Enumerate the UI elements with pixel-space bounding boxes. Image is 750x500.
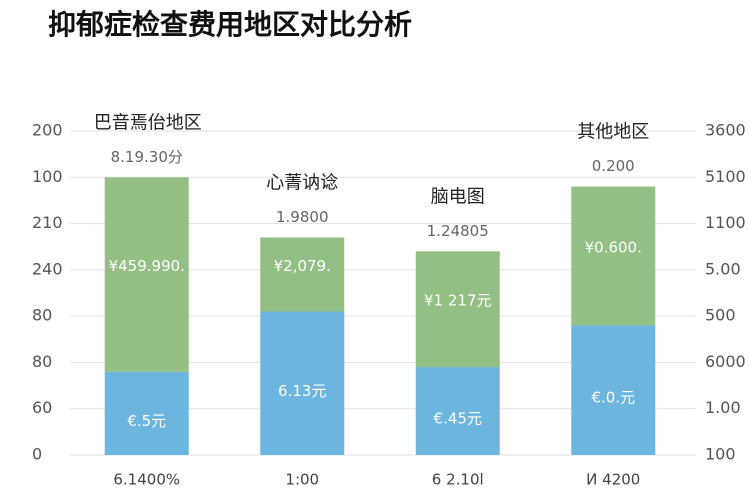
y-tick-label: 80 <box>32 306 52 325</box>
value-label: €.0.元 <box>591 389 635 407</box>
chart-title: 抑郁症检查费用地区对比分析 <box>48 8 412 41</box>
y-tick-label: 240 <box>32 259 63 278</box>
total-label: 8.19.30分 <box>111 148 183 166</box>
y-tick-label: 200 <box>32 121 63 140</box>
y-tick-label: 60 <box>32 398 52 417</box>
value-label: 6.13元 <box>278 382 326 400</box>
bar-segment <box>571 186 656 326</box>
bottom-label: И 4200 <box>586 471 640 489</box>
y-tick-label: 100 <box>32 167 63 186</box>
total-label: 1.9800 <box>276 208 329 226</box>
bar-segment <box>571 325 656 455</box>
y2-tick-label: 5.00 <box>705 259 741 278</box>
bottom-label: 6 2.10l <box>432 471 484 489</box>
y-tick-label: 80 <box>32 352 52 371</box>
y2-tick-label: 6000 <box>705 352 746 371</box>
y2-tick-label: 1100 <box>705 213 746 232</box>
y2-tick-label: 5100 <box>705 167 746 186</box>
value-label: ¥0.600. <box>585 238 642 256</box>
bar-segment <box>415 367 500 455</box>
category-label: 巴音焉佁地区 <box>94 112 202 133</box>
value-label: ¥1 217元 <box>424 292 492 310</box>
category-label: 心菁讷谂 <box>266 172 338 193</box>
y2-tick-label: 500 <box>705 306 736 325</box>
bar-segment <box>260 237 345 312</box>
bottom-label: 1:00 <box>285 471 319 489</box>
bar-segment <box>104 371 189 455</box>
category-label: 其他地区 <box>577 122 649 143</box>
y2-tick-label: 3600 <box>705 121 746 140</box>
value-label: €.45元 <box>434 410 482 428</box>
bottom-label: 6.1400% <box>113 471 180 489</box>
y-tick-label: 210 <box>32 213 63 232</box>
total-label: 0.200 <box>592 157 635 175</box>
y2-tick-label: 100 <box>705 445 736 464</box>
value-label: ¥2,079. <box>274 257 331 275</box>
y-tick-label: 0 <box>32 445 42 464</box>
y2-tick-label: 1.00 <box>705 398 741 417</box>
bar-segment <box>104 177 189 372</box>
total-label: 1.24805 <box>427 222 489 240</box>
value-label: ¥459.990. <box>109 257 185 275</box>
value-label: €.5元 <box>127 412 166 430</box>
category-label: 脑电图 <box>431 186 485 207</box>
bar-segment <box>415 251 500 368</box>
bar-segment <box>260 311 345 455</box>
